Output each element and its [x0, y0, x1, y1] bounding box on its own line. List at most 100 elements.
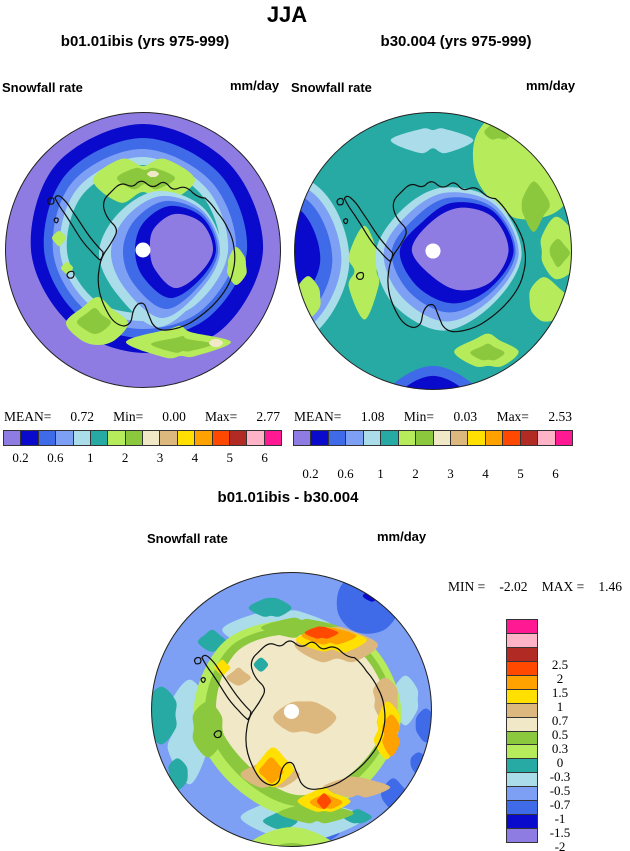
colorbar-tick-label: 0.6 [47, 450, 64, 465]
left-mean-value: 0.72 [70, 409, 95, 424]
colorbar-tick-label: 0.3 [551, 741, 569, 756]
colorbar-tick-label: 1 [377, 466, 384, 481]
colorbar-cell-firebrick [506, 646, 538, 662]
right-max-value: 2.53 [548, 409, 572, 424]
left-units-label: mm/day [230, 78, 280, 93]
colorbar-tick-label: 0.7 [551, 713, 569, 728]
contour-fill-orangered [304, 626, 339, 639]
colorbar-tick-label: 0 [556, 755, 564, 770]
colorbar-cell-purple [506, 828, 538, 843]
colorbar-tick-label: -1.5 [549, 825, 571, 840]
colorbar-tick-label: 2 [121, 450, 129, 465]
colorbar-cell-navy [20, 430, 39, 446]
antarctica-coastline [47, 180, 236, 331]
colorbar-cell-cyan [72, 430, 91, 446]
diff-panel-subtitle: b01.01ibis - b30.004 [217, 489, 359, 506]
colorbar-tick-label: 6 [552, 466, 559, 481]
map-left-layers [5, 112, 281, 388]
contour-fill-blue [415, 708, 432, 743]
colorbar-cell-tan [506, 702, 538, 718]
colorbar-cell-navy [310, 430, 329, 446]
contour-fill-yellowgreen [61, 262, 73, 274]
colorbar-tick-label: 4 [482, 466, 489, 481]
colorbar-tick-label: 5 [226, 450, 233, 465]
right-colorbar [293, 430, 573, 446]
contour-fill-cream [147, 170, 159, 178]
colorbar-cell-orangered [502, 430, 521, 446]
left-colorbar [3, 430, 282, 446]
colorbar-cell-purple [293, 430, 312, 446]
contour-fill-tan [226, 667, 251, 686]
colorbar-cell-cyan [362, 430, 382, 446]
colorbar-cell-cream [506, 716, 538, 732]
contour-fill-teal [253, 657, 269, 672]
right-min-label: Min= [403, 409, 435, 424]
contour-fill-yellow [214, 659, 231, 676]
contour-fill-teal [151, 686, 177, 745]
contour-fill-teal [248, 597, 292, 617]
colorbar-cell-pink [506, 632, 538, 648]
diff-max-value: 1.46 [598, 579, 622, 594]
colorbar-tick-label: 4 [191, 450, 199, 465]
colorbar-cell-cornflower [345, 430, 364, 446]
colorbar-tick-label: 0.2 [12, 450, 29, 465]
contour-fill-olive [150, 335, 214, 353]
colorbar-cell-orange [484, 430, 504, 446]
map-left [5, 112, 281, 388]
colorbar-cell-navy [506, 814, 538, 830]
colorbar-tick-label: -2 [554, 839, 566, 851]
right-panel-subtitle: b30.004 (yrs 975-999) [380, 33, 532, 50]
contour-fill-olive [521, 181, 550, 232]
colorbar-cell-olive [506, 730, 538, 746]
map-right [294, 112, 572, 390]
map-right-layers [294, 112, 572, 390]
colorbar-tick-label: -0.5 [549, 783, 571, 798]
antarctica-coastline [336, 181, 527, 333]
contour-fill-teal [263, 811, 298, 830]
contour-fill-olive [192, 701, 224, 758]
contour-fill-olive [470, 343, 505, 361]
colorbar-cell-purple [3, 430, 22, 446]
diff-min-value: -2.02 [499, 579, 528, 594]
diff-stats-row: MIN = -2.02 MAX = 1.46 [448, 579, 622, 595]
colorbar-cell-teal [506, 758, 538, 774]
diff-colorbar [506, 619, 538, 843]
contour-fill-olive [116, 167, 176, 190]
left-stats-row: MEAN= 0.72 Min= 0.00 Max= 2.77 [4, 409, 280, 425]
left-panel-subtitle: b01.01ibis (yrs 975-999) [60, 33, 230, 50]
colorbar-tick-label: -0.7 [549, 797, 571, 812]
diff-units-label: mm/day [377, 529, 427, 544]
colorbar-cell-yellowgreen [506, 744, 538, 760]
colorbar-tick-label: 0.6 [337, 466, 354, 481]
colorbar-tick-label: 0.2 [302, 466, 319, 481]
pole-dot [283, 704, 300, 719]
right-stats-row: MEAN= 1.08 Min= 0.03 Max= 2.53 [294, 409, 572, 425]
colorbar-tick-label: -0.3 [549, 769, 571, 784]
colorbar-cell-cream [142, 430, 161, 446]
left-max-label: Max= [204, 409, 238, 424]
pole-dot [135, 242, 151, 258]
colorbar-cell-yellowgreen [107, 430, 126, 446]
colorbar-cell-cyan [506, 772, 538, 788]
left-field-label: Snowfall rate [2, 80, 83, 95]
colorbar-tick-label: 2.5 [551, 657, 569, 672]
colorbar-tick-label: 1.5 [551, 685, 569, 700]
colorbar-cell-orangered [506, 660, 538, 676]
contour-fill-teal [197, 629, 227, 652]
contour-fill-yellowgreen [348, 225, 380, 320]
colorbar-tick-label: 0.5 [551, 727, 569, 742]
left-min-label: Min= [113, 409, 144, 424]
colorbar-cell-cream [432, 430, 451, 446]
map-border-circle [151, 571, 432, 848]
colorbar-cell-teal [89, 430, 109, 446]
left-min-value: 0.00 [162, 409, 186, 424]
colorbar-cell-yellowgreen [397, 430, 417, 446]
colorbar-cell-firebrick [228, 430, 248, 446]
colorbar-cell-orangered [211, 430, 230, 446]
right-mean-value: 1.08 [360, 409, 385, 424]
colorbar-cell-tan [449, 430, 469, 446]
colorbar-tick-label: 3 [156, 450, 164, 465]
colorbar-tick-label: 2 [556, 671, 564, 686]
colorbar-cell-blue [327, 430, 347, 446]
